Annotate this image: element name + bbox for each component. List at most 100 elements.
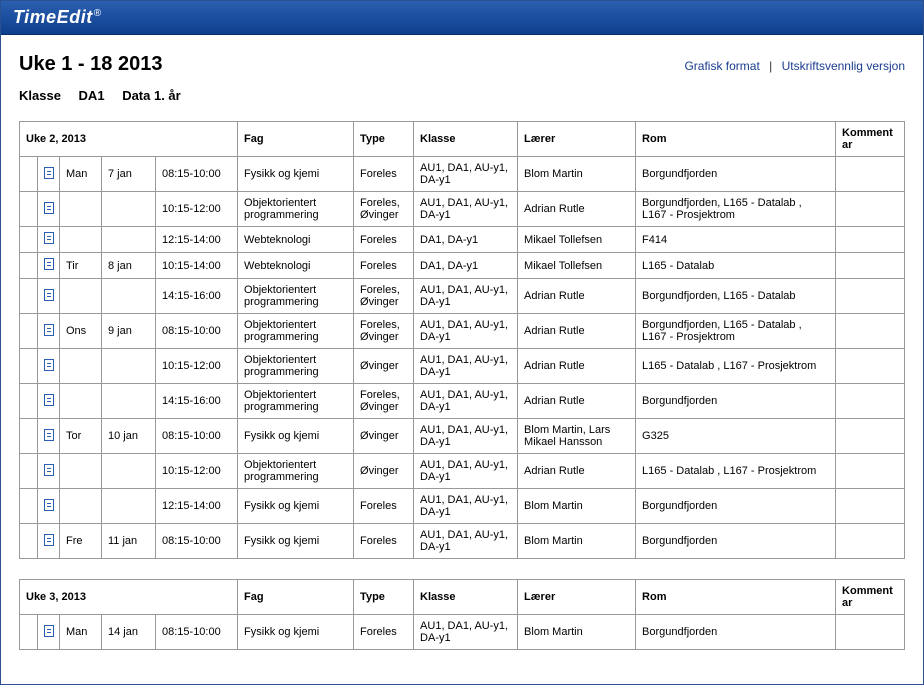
cell-type: Foreles	[354, 227, 414, 253]
cell-type: Foreles, Øvinger	[354, 384, 414, 419]
details-icon-cell[interactable]	[38, 192, 60, 227]
week-table: Uke 2, 2013FagTypeKlasseLærerRomKommenta…	[19, 121, 905, 559]
cell-type: Foreles	[354, 524, 414, 559]
cell-time: 14:15-16:00	[156, 384, 238, 419]
cell-fag: Fysikk og kjemi	[238, 419, 354, 454]
details-icon-cell[interactable]	[38, 524, 60, 559]
cell-day: Tor	[60, 419, 102, 454]
cell-kommentar	[836, 349, 905, 384]
details-icon-cell[interactable]	[38, 489, 60, 524]
cell-klasse: DA1, DA-y1	[414, 227, 518, 253]
details-icon-cell[interactable]	[38, 227, 60, 253]
col-klasse: Klasse	[414, 122, 518, 157]
cell-date: 14 jan	[102, 615, 156, 650]
cell-laerer: Blom Martin, Lars Mikael Hansson	[518, 419, 636, 454]
col-kommentar: Kommentar	[836, 122, 905, 157]
table-row: Man7 jan08:15-10:00Fysikk og kjemiForele…	[20, 157, 905, 192]
cell-day: Man	[60, 615, 102, 650]
cell-type: Øvinger	[354, 349, 414, 384]
cell-type: Foreles, Øvinger	[354, 192, 414, 227]
details-icon-cell[interactable]	[38, 253, 60, 279]
cell-kommentar	[836, 253, 905, 279]
row-spacer	[20, 192, 38, 227]
view-links: Grafisk format | Utskriftsvennlig versjo…	[684, 59, 905, 73]
link-print-friendly[interactable]: Utskriftsvennlig versjon	[782, 59, 905, 73]
cell-klasse: AU1, DA1, AU-y1, DA-y1	[414, 524, 518, 559]
cell-rom: Borgundfjorden	[636, 615, 836, 650]
details-icon-cell[interactable]	[38, 314, 60, 349]
cell-date: 7 jan	[102, 157, 156, 192]
cell-rom: G325	[636, 419, 836, 454]
page-frame: TimeEdit® Uke 1 - 18 2013 Grafisk format…	[0, 0, 924, 685]
cell-laerer: Adrian Rutle	[518, 279, 636, 314]
brand-text: TimeEdit	[13, 7, 93, 27]
cell-klasse: AU1, DA1, AU-y1, DA-y1	[414, 314, 518, 349]
details-icon-cell[interactable]	[38, 615, 60, 650]
details-icon-cell[interactable]	[38, 157, 60, 192]
cell-fag: Fysikk og kjemi	[238, 615, 354, 650]
row-spacer	[20, 314, 38, 349]
cell-laerer: Adrian Rutle	[518, 192, 636, 227]
cell-kommentar	[836, 419, 905, 454]
row-spacer	[20, 489, 38, 524]
row-spacer	[20, 227, 38, 253]
col-laerer: Lærer	[518, 580, 636, 615]
cell-fag: Fysikk og kjemi	[238, 157, 354, 192]
col-kommentar: Kommentar	[836, 580, 905, 615]
document-icon	[44, 499, 54, 511]
row-spacer	[20, 157, 38, 192]
subline-code: DA1	[79, 88, 105, 103]
cell-rom: Borgundfjorden	[636, 157, 836, 192]
cell-time: 10:15-12:00	[156, 192, 238, 227]
content-area: Uke 1 - 18 2013 Grafisk format | Utskrif…	[1, 35, 923, 684]
table-row: 14:15-16:00Objektorientert programmering…	[20, 384, 905, 419]
cell-laerer: Blom Martin	[518, 615, 636, 650]
cell-type: Foreles	[354, 157, 414, 192]
row-spacer	[20, 419, 38, 454]
col-klasse: Klasse	[414, 580, 518, 615]
subline-desc: Data 1. år	[122, 88, 181, 103]
cell-rom: Borgundfjorden	[636, 489, 836, 524]
details-icon-cell[interactable]	[38, 454, 60, 489]
details-icon-cell[interactable]	[38, 279, 60, 314]
cell-klasse: AU1, DA1, AU-y1, DA-y1	[414, 384, 518, 419]
details-icon-cell[interactable]	[38, 384, 60, 419]
week-header-row: Uke 3, 2013FagTypeKlasseLærerRomKommenta…	[20, 580, 905, 615]
cell-date: 10 jan	[102, 419, 156, 454]
cell-time: 08:15-10:00	[156, 615, 238, 650]
brand-mark: ®	[94, 8, 102, 19]
cell-fag: Objektorientert programmering	[238, 314, 354, 349]
cell-klasse: AU1, DA1, AU-y1, DA-y1	[414, 454, 518, 489]
cell-kommentar	[836, 157, 905, 192]
document-icon	[44, 394, 54, 406]
week-table: Uke 3, 2013FagTypeKlasseLærerRomKommenta…	[19, 579, 905, 650]
cell-type: Foreles	[354, 615, 414, 650]
cell-date	[102, 384, 156, 419]
cell-day	[60, 279, 102, 314]
details-icon-cell[interactable]	[38, 349, 60, 384]
cell-date	[102, 192, 156, 227]
document-icon	[44, 429, 54, 441]
cell-kommentar	[836, 314, 905, 349]
cell-fag: Objektorientert programmering	[238, 384, 354, 419]
cell-day	[60, 227, 102, 253]
link-graphic-format[interactable]: Grafisk format	[684, 59, 759, 73]
col-rom: Rom	[636, 122, 836, 157]
table-row: Tor10 jan08:15-10:00Fysikk og kjemiØving…	[20, 419, 905, 454]
cell-fag: Objektorientert programmering	[238, 349, 354, 384]
cell-kommentar	[836, 279, 905, 314]
cell-type: Øvinger	[354, 454, 414, 489]
cell-day	[60, 349, 102, 384]
table-row: Fre11 jan08:15-10:00Fysikk og kjemiForel…	[20, 524, 905, 559]
cell-date	[102, 279, 156, 314]
table-row: Ons9 jan08:15-10:00Objektorientert progr…	[20, 314, 905, 349]
link-separator: |	[769, 59, 772, 73]
cell-rom: Borgundfjorden	[636, 524, 836, 559]
details-icon-cell[interactable]	[38, 419, 60, 454]
cell-klasse: AU1, DA1, AU-y1, DA-y1	[414, 489, 518, 524]
cell-rom: Borgundfjorden, L165 - Datalab	[636, 279, 836, 314]
row-spacer	[20, 279, 38, 314]
row-spacer	[20, 615, 38, 650]
document-icon	[44, 202, 54, 214]
cell-laerer: Adrian Rutle	[518, 349, 636, 384]
